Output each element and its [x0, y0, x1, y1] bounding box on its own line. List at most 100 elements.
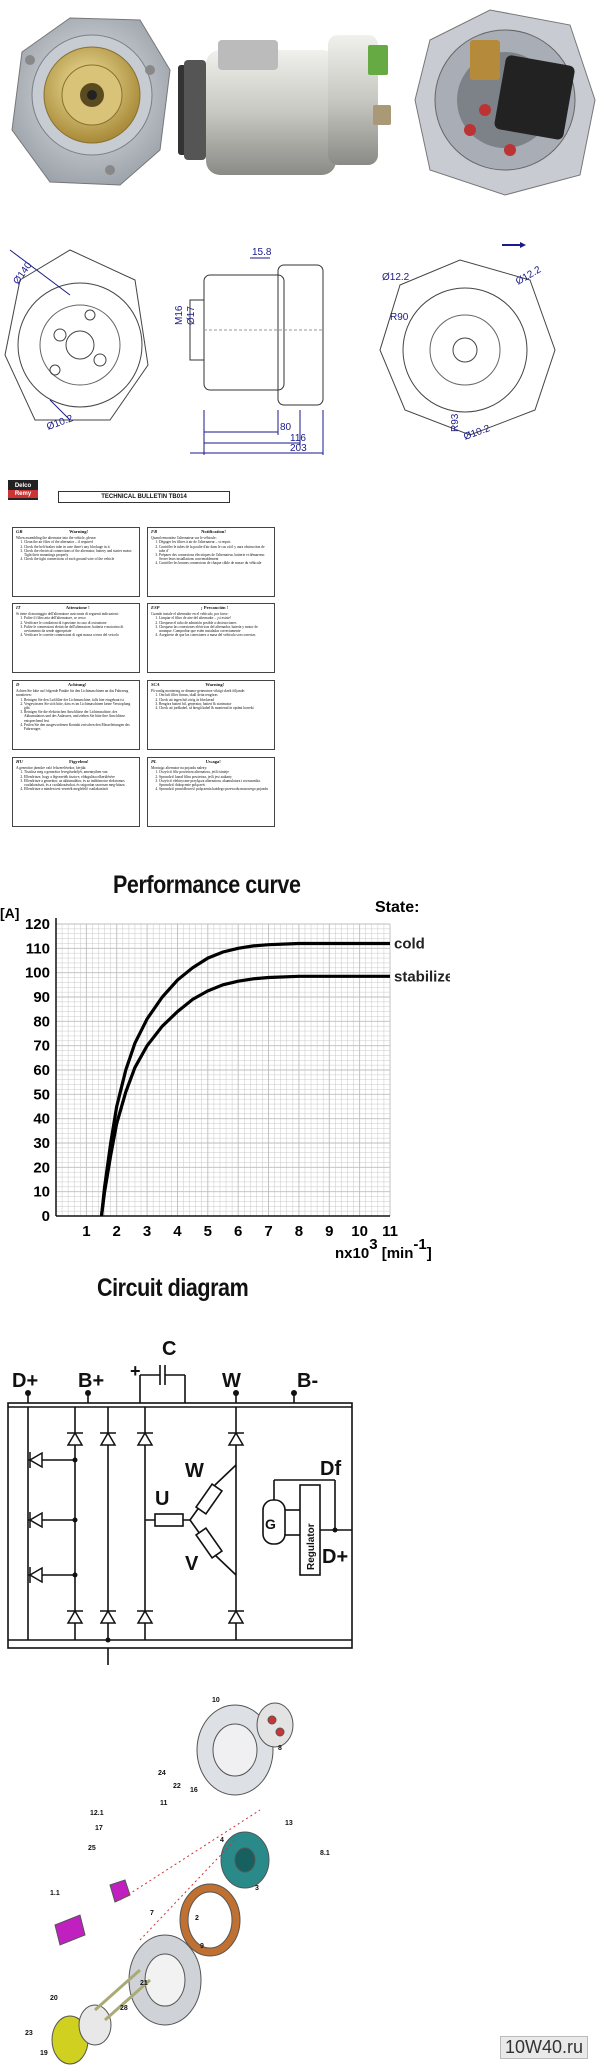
dim-15-8: 15.8: [252, 247, 272, 258]
bulletin-item: Rengöra batteri bil, generator, batteri …: [159, 702, 271, 706]
dim-r90: R90: [390, 312, 409, 323]
dim-12-2-left: Ø12.2: [382, 272, 410, 283]
bulletin-box-heading: ESP ¡ Precaución !: [151, 605, 271, 610]
bulletin-box-heading: SCA Warning!: [151, 682, 271, 687]
circuit-diagram: D+ B+ + C W B- U W V G Df D+ Regulator: [7, 1338, 353, 1665]
x-tick-label: 10: [351, 1223, 368, 1240]
bulletin-lang-code: D: [16, 682, 20, 687]
bulletin-lang-code: ESP: [151, 605, 160, 610]
bulletin-intro: When assembling the alternator into the …: [16, 536, 97, 541]
terminal-bplus: B+: [78, 1370, 104, 1392]
bulletin-item: Verificare le condizioni di ispezione in…: [24, 621, 136, 625]
dim-203: 203: [290, 443, 307, 454]
bulletin-item: Contrôler les bonnes connexions de chaqu…: [159, 561, 271, 565]
part-number-label: 11: [160, 1800, 168, 1807]
bulletin-box-pl: PL Uwaga! Montując alternator na pojazdu …: [147, 757, 275, 827]
x-tick-label: 3: [143, 1223, 151, 1240]
bulletin-item: Prüfen Sie den ausgeworfenen Kontakt zwi…: [24, 723, 136, 731]
bulletin-item: Clean the air filter of the alternator –…: [24, 540, 136, 544]
bulletin-lang-code: FR: [151, 529, 158, 534]
terminal-c: C: [162, 1338, 176, 1360]
bulletin-box-title: Uwaga!: [205, 759, 221, 764]
y-tick-label: 50: [33, 1086, 50, 1103]
dim-r93: R93: [450, 413, 461, 432]
generator-g: G: [265, 1516, 276, 1532]
part-number-label: 10: [212, 1697, 220, 1704]
y-tick-label: 80: [33, 1013, 50, 1030]
y-tick-label: 30: [33, 1135, 50, 1152]
alternator-photo-rear: [414, 9, 596, 196]
part-number-label: 12.1: [90, 1810, 104, 1817]
bulletin-item: Oczyścić elektryczne przyłącza alternato…: [159, 779, 271, 787]
dim-80: 80: [280, 422, 292, 433]
bulletin-item: Om luft filter finnas, skall detta rengö…: [159, 693, 271, 697]
performance-heading: Performance curve: [113, 871, 301, 899]
performance-chart: 0 10 20 30 40 50 60 70 80 90 100 110 120 1 2 3 4 5 6 7 8 9 10 1…: [0, 900, 450, 1262]
bulletin-item: Tisztítsa meg a generátor levegőszűrőjét…: [24, 770, 136, 774]
bulletin-box-it: IT Attenzione ! Si tiene di montaggio del…: [12, 603, 140, 673]
bulletin-item: Sprawdzić kanał filtru powietrza, jeśli …: [159, 775, 271, 779]
x-unit-label: nx103 [min-1]: [335, 1236, 432, 1262]
bulletin-lang-code: PL: [151, 759, 157, 764]
bulletin-item: Chequear el tubo de admisión posible a o…: [159, 621, 271, 625]
bulletin-item: Ellenőrizze a minden test-vezeték megfel…: [24, 787, 136, 791]
bulletin-box-fr: FR Notification! Quand remontiez l'altern…: [147, 527, 275, 597]
bulletin-lang-code: HU: [16, 759, 23, 764]
bulletin-box-sca: SCA Warning! På vanlig montering av dinam…: [147, 680, 275, 750]
bulletin-intro: Quand remontiez l'alternateur sur le véh…: [151, 536, 217, 541]
part-number-label: 16: [190, 1787, 198, 1794]
bulletin-item: Préparer des connexions électriques de l…: [159, 553, 271, 561]
winding-v: V: [185, 1553, 199, 1575]
bulletin-box-heading: IT Attenzione !: [16, 605, 136, 610]
bulletin-box-hu: HU Figyelem! A generátor járműre való fel…: [12, 757, 140, 827]
bulletin-item: Contrôler le tubes de la poulie d'air da…: [159, 545, 271, 553]
bulletin-lang-code: SCA: [151, 682, 160, 687]
y-tick-label: 60: [33, 1062, 50, 1079]
x-tick-label: 5: [204, 1223, 212, 1240]
part-number-label: 9: [200, 1943, 204, 1950]
bulletin-item: Sprawdzić prawidłowość połączenia każdeg…: [159, 787, 271, 791]
part-number-label: 24: [158, 1770, 166, 1777]
x-tick-label: 7: [264, 1223, 272, 1240]
alternator-photo-front: [11, 17, 171, 186]
bulletin-item: Reinigen Sie die elektrischen Anschlüsse…: [24, 710, 136, 723]
bulletin-item: Limpiar el filtro de aire del alternador…: [159, 616, 271, 620]
dim-17: Ø17: [186, 306, 197, 325]
part-number-label: 25: [88, 1845, 96, 1852]
bulletin-item: Check the belt brakes tube in case there…: [24, 545, 136, 549]
bulletin-box-heading: PL Uwaga!: [151, 759, 271, 764]
bulletin-box-d: D Achtung! Achten Sie bitte auf folgende …: [12, 680, 140, 750]
y-tick-label: 70: [33, 1038, 50, 1055]
bulletin-item: Check att jordkabel, så återgå kabel & m…: [159, 706, 271, 710]
bulletin-title: TECHNICAL BULLETIN TB014: [58, 491, 230, 503]
y-tick-label: 120: [25, 916, 50, 933]
bulletin-item: Pulire le connessioni elettriche dell'al…: [24, 625, 136, 633]
x-tick-label: 6: [234, 1223, 242, 1240]
bulletin-item: Pulire il filtro aria dell'alternatore, …: [24, 616, 136, 620]
part-number-label: 1.1: [50, 1890, 60, 1897]
regulator-label: Regulator: [306, 1523, 317, 1570]
series-line-cold: [99, 941, 390, 1217]
bulletin-box-heading: FR Notification!: [151, 529, 271, 534]
circuit-heading: Circuit diagram: [97, 1274, 249, 1302]
state-label: State:: [375, 900, 419, 916]
x-tick-label: 9: [325, 1223, 333, 1240]
bulletin-item: Check the tight connections of each grou…: [24, 557, 136, 561]
bulletin-item: Ellenőrizze a generátor, az akkumulátor,…: [24, 779, 136, 787]
y-tick-label: 90: [33, 989, 50, 1006]
y-unit-label: [A]: [0, 905, 19, 921]
y-tick-label: 110: [26, 940, 50, 957]
bulletin-lang-code: GB: [16, 529, 23, 534]
bulletin-item: Asegúrese de que las conexiones a masa d…: [159, 633, 271, 637]
x-tick-label: 11: [382, 1223, 398, 1240]
bulletin-item: Verificare le corrette connessioni di og…: [24, 633, 136, 637]
exploded-view: 10 8 24 22 11 12.1 17 25 1.1 7 2 13 8.1 4 3 21 20 28 23 19 1…: [25, 1697, 330, 2065]
bulletin-item: Dégager les filtres à air de l'alternate…: [159, 540, 271, 544]
bulletin-lang-code: IT: [16, 605, 21, 610]
bulletin-page: Delco Remy TECHNICAL BULLETIN TB014 GB Wa…: [0, 475, 285, 835]
bulletin-item: Chequear las conexiones eléctricas del a…: [159, 625, 271, 633]
part-number-label: 4: [220, 1837, 224, 1844]
bulletin-box-title: Warning!: [69, 529, 89, 534]
terminal-bminus: B-: [297, 1370, 318, 1392]
x-tick-label: 2: [113, 1223, 121, 1240]
